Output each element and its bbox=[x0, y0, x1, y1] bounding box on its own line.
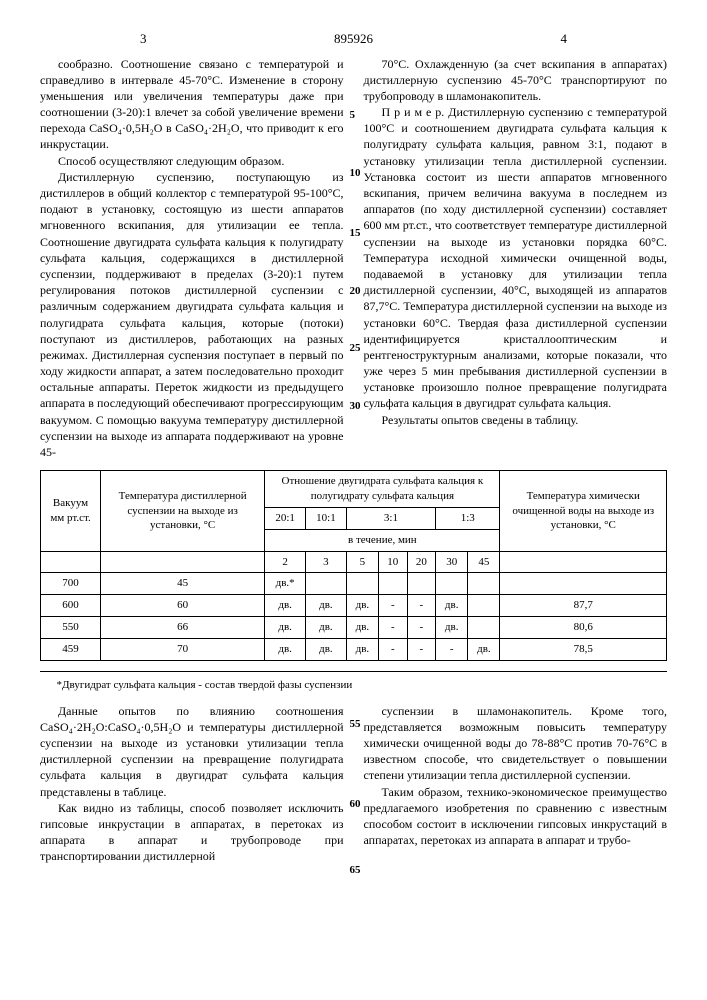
divider bbox=[40, 671, 667, 672]
th-vacuum: Вакуум мм рт.ст. bbox=[41, 471, 101, 551]
th-water: Температура химически очищенной воды на … bbox=[500, 471, 667, 551]
th-min: 2 bbox=[265, 551, 306, 573]
th-min: 3 bbox=[306, 551, 347, 573]
column-right: 5 10 15 20 25 30 70°С. Охлажденную (за с… bbox=[364, 56, 668, 461]
line-number: 30 bbox=[350, 399, 361, 414]
line-number: 25 bbox=[350, 341, 361, 356]
line-number: 5 bbox=[350, 108, 356, 123]
th-min: 20 bbox=[407, 551, 436, 573]
para: Дистиллерную суспензию, поступающую из д… bbox=[40, 169, 344, 460]
th-ratio: Отношение двугидрата сульфата кальция к … bbox=[265, 471, 500, 508]
table-footnote: *Двугидрат сульфата кальция - состав тве… bbox=[40, 678, 667, 693]
page-num-right: 4 bbox=[561, 30, 568, 48]
th-r: 10:1 bbox=[306, 507, 347, 529]
column-right: 55 60 65 суспензии в шламонакопитель. Кр… bbox=[364, 703, 668, 865]
line-number: 65 bbox=[350, 863, 361, 878]
th-duration: в течение, мин bbox=[265, 529, 500, 551]
th-r: 20:1 bbox=[265, 507, 306, 529]
th-min: 10 bbox=[379, 551, 408, 573]
th-min: 5 bbox=[346, 551, 378, 573]
line-number: 15 bbox=[350, 226, 361, 241]
th-min: 30 bbox=[436, 551, 468, 573]
th-r: 3:1 bbox=[346, 507, 435, 529]
para: суспензии в шламонакопитель. Кроме того,… bbox=[364, 703, 668, 784]
results-table: Вакуум мм рт.ст. Температура дистиллерно… bbox=[40, 470, 667, 661]
para: Таким образом, технико-экономическое пре… bbox=[364, 784, 668, 849]
para: П р и м е р. Дистиллерную суспензию с те… bbox=[364, 104, 668, 412]
line-number: 55 bbox=[350, 717, 361, 732]
para: Как видно из таблицы, способ позволяет и… bbox=[40, 800, 344, 865]
table-row: 700 45 дв.* bbox=[41, 573, 667, 595]
page-num-left: 3 bbox=[140, 30, 147, 48]
table-row: 459 70 дв. дв. дв. - - - дв. 78,5 bbox=[41, 638, 667, 660]
doc-number: 895926 bbox=[334, 31, 373, 46]
table-row: 550 66 дв. дв. дв. - - дв. 80,6 bbox=[41, 617, 667, 639]
th-blank bbox=[41, 551, 101, 573]
th-blank bbox=[101, 551, 265, 573]
line-number: 60 bbox=[350, 797, 361, 812]
para: Данные опытов по влиянию соотношения CaS… bbox=[40, 703, 344, 800]
para: сообразно. Соотношение связано с темпера… bbox=[40, 56, 344, 153]
line-number: 20 bbox=[350, 284, 361, 299]
para: Результаты опытов сведены в таблицу. bbox=[364, 412, 668, 428]
upper-columns: сообразно. Соотношение связано с темпера… bbox=[40, 56, 667, 461]
th-temp: Температура дистиллерной суспензии на вы… bbox=[101, 471, 265, 551]
th-r: 1:3 bbox=[436, 507, 500, 529]
table-row: 600 60 дв. дв. дв. - - дв. 87,7 bbox=[41, 595, 667, 617]
page-header: 3 895926 4 bbox=[40, 30, 667, 48]
para: 70°С. Охлажденную (за счет вскипания в а… bbox=[364, 56, 668, 105]
column-left: Данные опытов по влиянию соотношения CaS… bbox=[40, 703, 344, 865]
th-min: 45 bbox=[468, 551, 500, 573]
lower-columns: Данные опытов по влиянию соотношения CaS… bbox=[40, 703, 667, 865]
column-left: сообразно. Соотношение связано с темпера… bbox=[40, 56, 344, 461]
th-blank bbox=[500, 551, 667, 573]
para: Способ осуществляют следующим образом. bbox=[40, 153, 344, 169]
line-number: 10 bbox=[350, 166, 361, 181]
